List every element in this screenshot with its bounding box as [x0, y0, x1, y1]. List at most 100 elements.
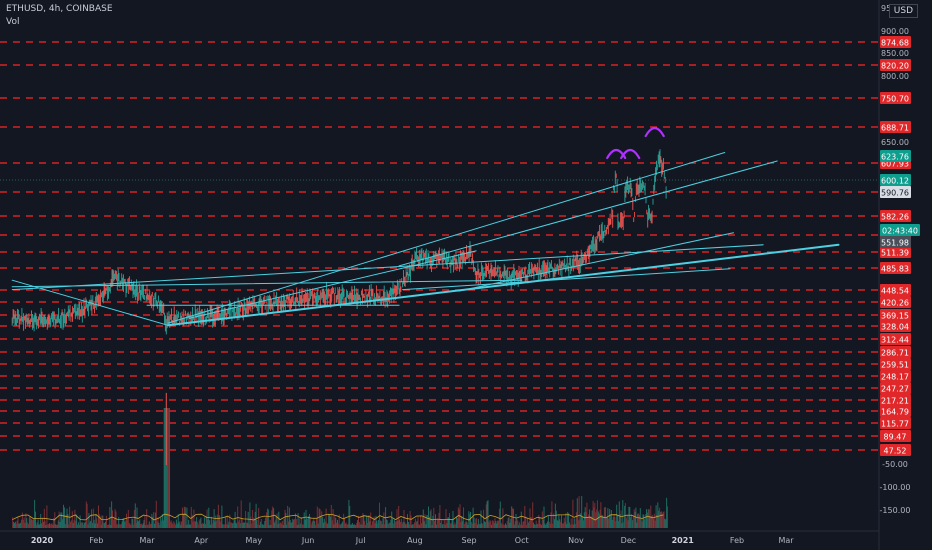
volume-bar — [582, 520, 584, 528]
volume-bar — [308, 516, 310, 528]
volume-bar — [249, 502, 251, 528]
volume-bar — [652, 515, 654, 528]
volume-bar — [21, 512, 23, 528]
volume-bar — [252, 517, 254, 528]
volume-bar — [260, 519, 262, 528]
price-level-tag — [880, 370, 911, 382]
volume-bar — [65, 514, 67, 528]
volume-bar — [286, 524, 288, 528]
volume-bar — [526, 517, 528, 528]
volume-bar — [309, 514, 310, 528]
volume-bar — [154, 523, 155, 528]
volume-bar — [440, 522, 442, 528]
volume-bar — [154, 512, 156, 528]
volume-bar — [549, 523, 551, 528]
volume-bar — [126, 513, 127, 528]
volume-bar — [90, 520, 92, 528]
volume-bar — [241, 518, 243, 528]
volume-bar — [455, 524, 457, 528]
volume-bar — [409, 511, 411, 528]
price-level-label: 448.54 — [881, 287, 909, 296]
volume-bar — [382, 518, 384, 528]
volume-bar — [55, 524, 57, 528]
volume-bar — [569, 524, 571, 528]
volume-bar — [331, 520, 333, 528]
volume-bar — [142, 523, 144, 528]
volume-bar — [357, 520, 359, 528]
volume-bar — [414, 522, 415, 528]
volume-bar — [139, 519, 141, 528]
volume-bar — [397, 520, 399, 528]
volume-bar — [589, 509, 591, 528]
volume-bar — [374, 523, 376, 528]
volume-bar — [533, 524, 535, 528]
volume-bar — [77, 522, 79, 528]
volume-bar — [596, 500, 598, 528]
price-level-label: 820.20 — [881, 62, 909, 71]
volume-bar — [217, 504, 219, 528]
volume-bar — [26, 518, 28, 528]
volume-bar — [231, 523, 233, 528]
volume-bar — [601, 514, 603, 528]
volume-bar — [193, 509, 195, 528]
volume-bar — [377, 523, 379, 528]
volume-bar — [300, 523, 302, 528]
volume-bar — [420, 516, 422, 528]
volume-bar — [226, 515, 228, 528]
volume-bar — [132, 518, 134, 528]
volume-bar — [408, 524, 410, 528]
volume-bar — [281, 523, 282, 528]
volume-bar — [367, 515, 369, 528]
volume-bar — [600, 502, 602, 528]
volume-bar — [505, 524, 507, 528]
volume-bar — [273, 508, 275, 528]
volume-bar — [184, 507, 186, 528]
volume-bar — [337, 523, 339, 528]
volume-bar — [383, 512, 385, 528]
volume-bar — [562, 523, 564, 528]
volume-bar — [148, 521, 150, 528]
currency-badge[interactable]: USD — [888, 4, 918, 18]
x-tick-label: Oct — [515, 536, 529, 545]
volume-bar — [421, 516, 423, 528]
volume-bar — [94, 523, 96, 528]
volume-bar — [261, 524, 263, 528]
volume-bar — [566, 524, 568, 528]
volume-bar — [478, 523, 480, 528]
volume-bar — [358, 522, 360, 528]
volume-bar — [615, 521, 617, 528]
volume-bar — [517, 520, 519, 528]
volume-bar — [333, 524, 335, 528]
volume-bar — [637, 513, 639, 528]
volume-bar — [456, 516, 457, 528]
volume-bar — [194, 521, 196, 528]
volume-bar — [589, 516, 591, 528]
volume-bar — [259, 524, 261, 528]
volume-bar — [406, 523, 408, 528]
volume-bar — [109, 507, 111, 528]
price-level-tag — [880, 59, 911, 71]
volume-bar — [78, 524, 80, 528]
volume-bar — [316, 519, 317, 528]
volume-bar — [231, 522, 233, 528]
volume-bar — [579, 519, 581, 528]
volume-bar — [568, 522, 570, 528]
volume-bar — [661, 513, 663, 528]
volume-bar — [68, 524, 70, 528]
price-level-label: 369.15 — [881, 312, 909, 321]
volume-bar — [519, 524, 521, 528]
volume-bar — [309, 518, 311, 528]
price-level-label: 312.44 — [881, 336, 909, 345]
symbol-legend[interactable]: ETHUSD, 4h, COINBASE — [6, 4, 113, 14]
volume-bar — [479, 524, 481, 528]
volume-bar — [252, 510, 254, 528]
volume-bar — [364, 520, 366, 528]
volume-bar — [561, 523, 563, 528]
volume-legend[interactable]: Vol — [6, 17, 20, 27]
volume-bar — [577, 520, 579, 528]
volume-bar — [394, 521, 396, 528]
volume-bar — [174, 523, 176, 528]
trendline — [11, 244, 764, 291]
